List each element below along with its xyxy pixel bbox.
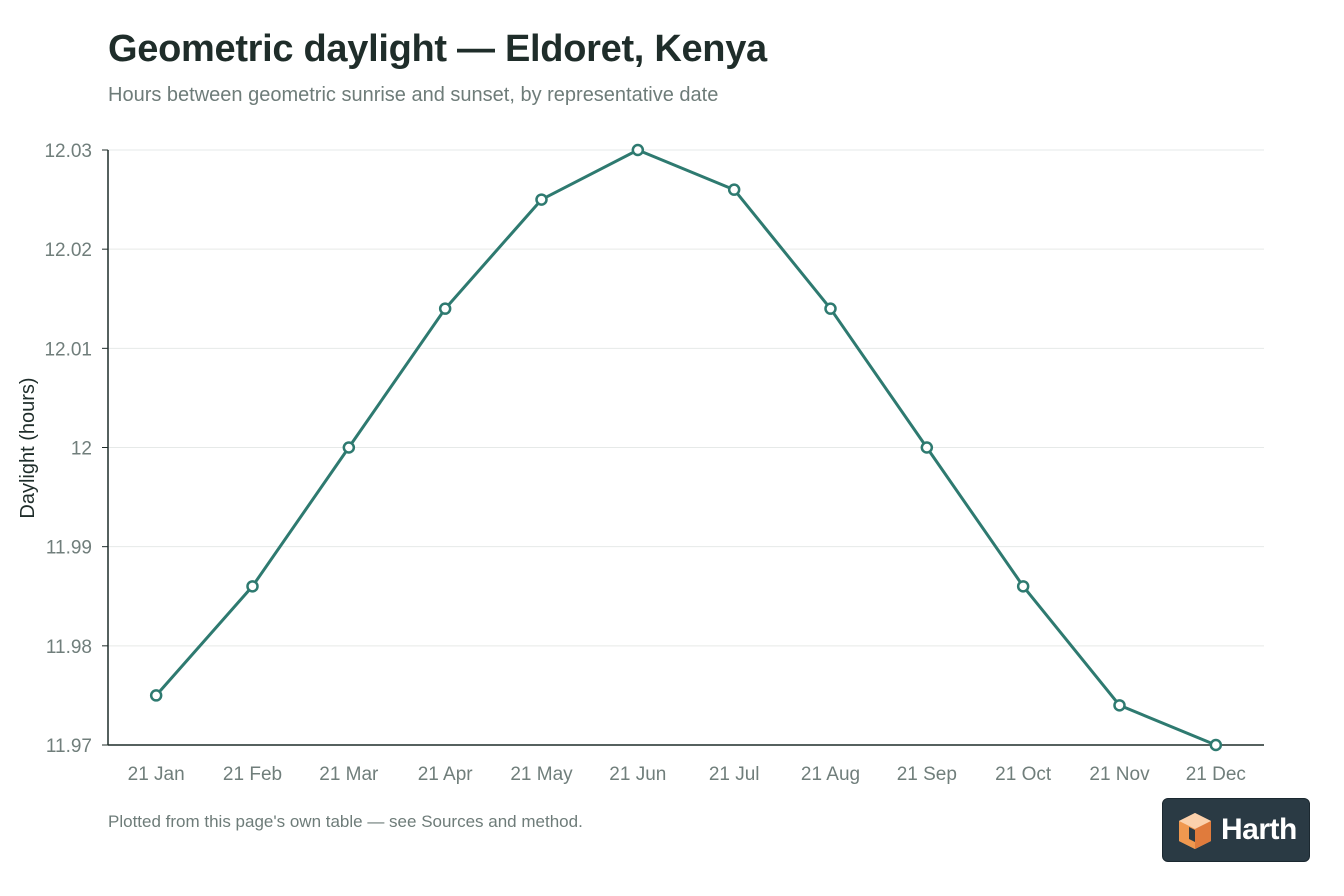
brand-logo: Harth: [1162, 798, 1310, 862]
data-point: [1209, 738, 1223, 752]
chart-footnote: Plotted from this page's own table — see…: [108, 812, 583, 831]
x-tick-label: 21 May: [510, 764, 573, 785]
gridlines: [108, 149, 1264, 647]
cube-logo-icon: [1179, 813, 1211, 849]
data-point: [535, 193, 548, 206]
x-tick-label: 21 Dec: [1186, 764, 1246, 785]
data-point: [149, 689, 163, 702]
x-tick-label: 21 Jan: [128, 764, 185, 785]
series-line: [154, 148, 1218, 747]
data-point: [727, 183, 741, 196]
data-point: [631, 143, 645, 157]
brand-name: Harth: [1221, 813, 1297, 846]
y-tick-label: 11.99: [46, 538, 92, 559]
data-point: [1113, 699, 1126, 712]
data-point: [246, 580, 259, 593]
y-axis-title: Daylight (hours): [17, 377, 39, 518]
data-point: [438, 302, 452, 315]
axes: [102, 149, 1264, 746]
y-tick-labels: 11.97 11.98 11.99 12 12.01 12.02 12.03: [44, 141, 92, 757]
data-point: [1016, 580, 1030, 593]
series-layer: [149, 143, 1223, 752]
data-point: [824, 302, 837, 315]
x-tick-label: 21 Nov: [1089, 764, 1150, 785]
x-tick-label: 21 Jun: [609, 764, 666, 785]
x-tick-label: 21 Oct: [995, 764, 1052, 785]
x-tick-labels: 21 Jan 21 Feb 21 Mar 21 Apr 21 May 21 Jun 21 J…: [128, 764, 1246, 785]
x-tick-label: 21 Aug: [801, 764, 860, 785]
x-tick-label: 21 Feb: [223, 764, 282, 785]
x-tick-label: 21 Jul: [709, 764, 760, 785]
x-tick-label: 21 Sep: [897, 764, 957, 785]
chart-title: Geometric daylight — Eldoret, Kenya: [108, 28, 767, 70]
x-tick-label: 21 Apr: [418, 764, 474, 785]
chart-subtitle: Hours between geometric sunrise and suns…: [108, 84, 719, 106]
y-tick-label: 12: [71, 439, 92, 460]
x-tick-label: 21 Mar: [319, 764, 379, 785]
y-tick-label: 11.98: [46, 637, 92, 658]
data-point: [342, 441, 356, 454]
y-tick-label: 11.97: [46, 736, 92, 757]
y-tick-label: 12.03: [44, 141, 92, 162]
y-tick-label: 12.01: [44, 339, 92, 360]
data-point: [920, 441, 934, 454]
y-tick-label: 12.02: [44, 240, 92, 261]
